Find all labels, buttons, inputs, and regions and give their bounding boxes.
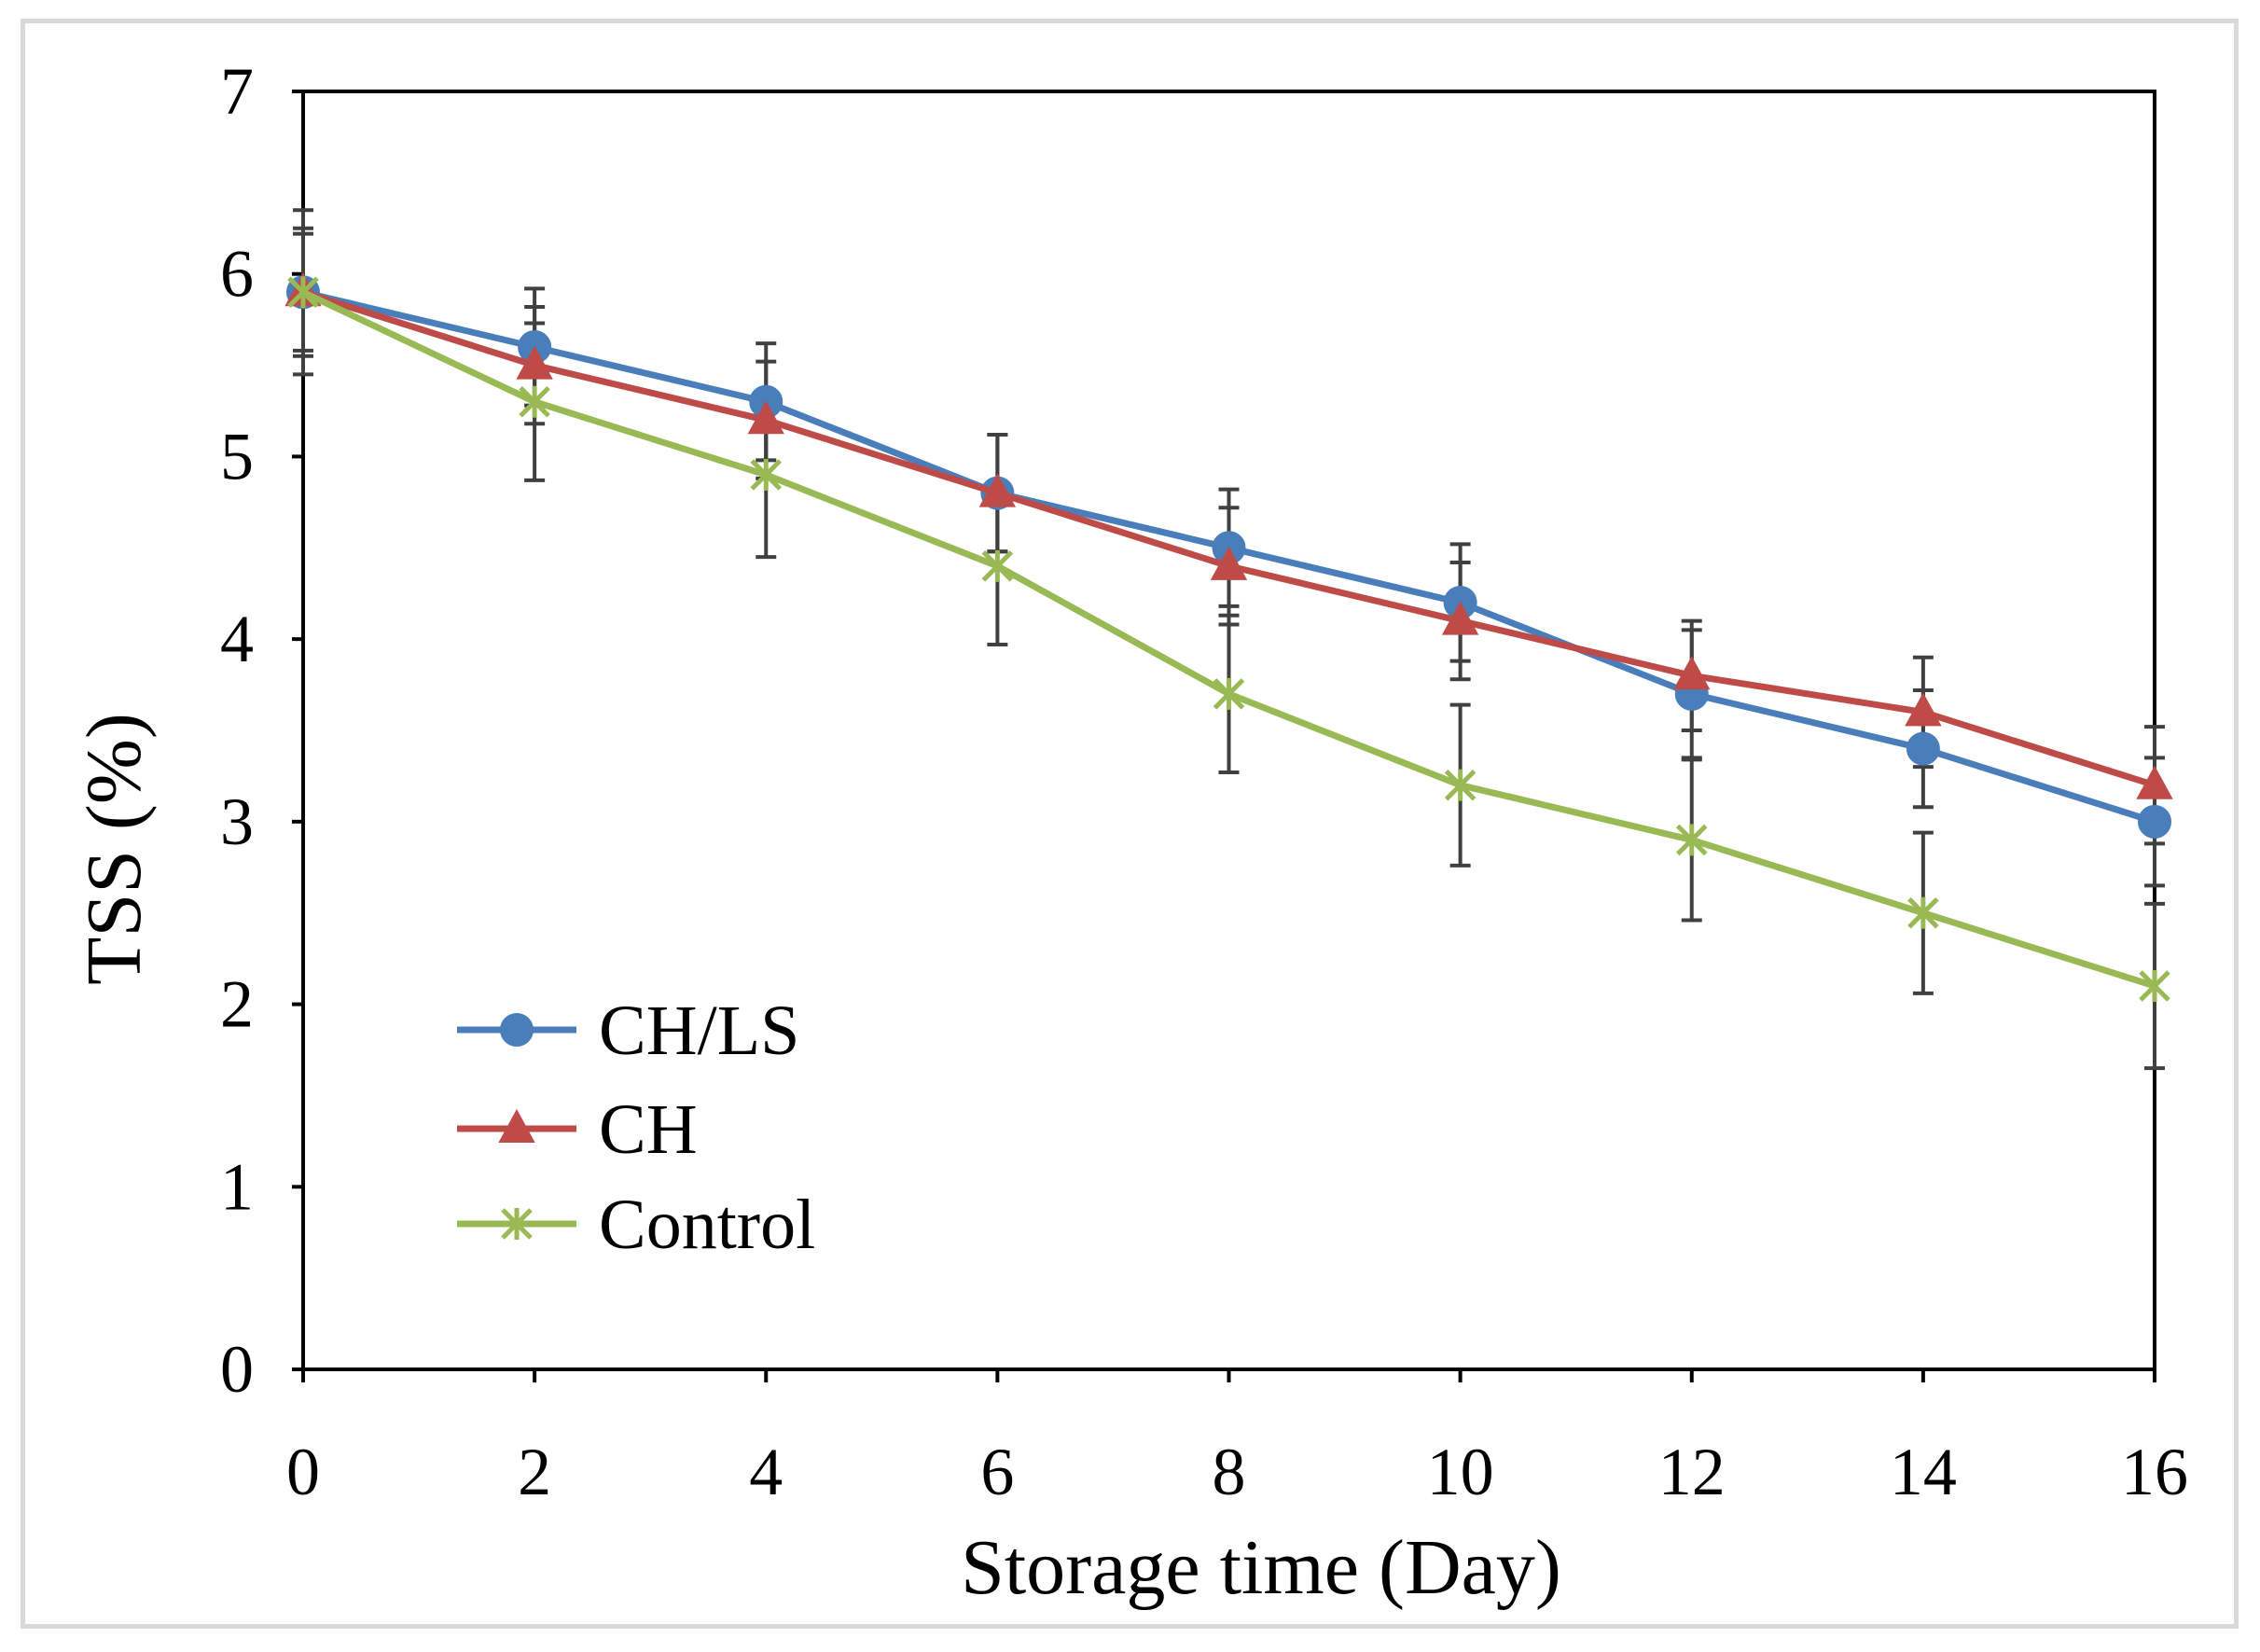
figure-frame	[21, 19, 2239, 1629]
x-tick-label: 4	[749, 1435, 783, 1509]
y-tick-label: 4	[220, 602, 254, 676]
x-tick-label: 8	[1213, 1435, 1246, 1509]
data-point-control	[1907, 896, 1939, 929]
data-point-control	[287, 276, 319, 309]
legend-marker-ch-ls	[500, 1013, 534, 1047]
x-tick-label: 14	[1890, 1435, 1957, 1509]
legend-marker-control	[501, 1208, 533, 1240]
data-point-ch	[978, 473, 1017, 507]
legend-label-ch: CH	[599, 1090, 698, 1169]
data-point-control	[750, 459, 783, 491]
data-point-ch	[747, 400, 784, 435]
x-tick-label: 0	[286, 1435, 320, 1509]
y-tick-label: 2	[220, 967, 254, 1042]
y-tick-label: 7	[220, 54, 254, 129]
series-layer	[284, 272, 2173, 1002]
data-point-ch	[1673, 656, 1711, 690]
y-tick-label: 3	[220, 784, 254, 859]
x-tick-label: 16	[2121, 1435, 2188, 1509]
legend-marker-ch	[498, 1108, 535, 1143]
data-point-ch	[516, 345, 553, 380]
y-axis-tick-labels: 0 1 2 3 4 5 6 7	[220, 54, 254, 1407]
error-bars	[293, 208, 2165, 1071]
legend-label-control: Control	[599, 1186, 815, 1264]
x-tick-label: 6	[980, 1435, 1014, 1509]
data-point-control	[519, 385, 550, 418]
y-axis-title: TSS (%)	[71, 713, 158, 985]
x-tick-label: 2	[518, 1435, 551, 1509]
data-point-control	[981, 549, 1014, 582]
data-point-ch	[1210, 546, 1248, 580]
data-point-ch	[1905, 692, 1942, 727]
x-axis-title: Storage time (Day)	[961, 1524, 1561, 1611]
y-tick-label: 1	[220, 1149, 254, 1224]
x-axis-tick-labels: 0 2 4 6 8 10 12 14 16	[286, 1435, 2188, 1509]
data-point-control	[1675, 824, 1708, 856]
y-tick-label: 6	[220, 237, 254, 312]
data-point-ch	[2136, 765, 2173, 799]
data-point-control	[2139, 970, 2170, 1002]
data-point-control	[1444, 769, 1477, 801]
x-tick-label: 12	[1658, 1435, 1726, 1509]
y-tick-label: 0	[220, 1332, 254, 1407]
data-point-ch	[1441, 601, 1479, 635]
legend: CH/LS CH Control	[457, 992, 815, 1264]
data-point-ch-ls	[2138, 804, 2171, 839]
data-point-control	[1213, 677, 1245, 710]
x-tick-label: 10	[1427, 1435, 1494, 1509]
y-tick-label: 5	[220, 419, 254, 493]
legend-label-ch-ls: CH/LS	[599, 992, 799, 1070]
data-point-ch-ls	[1906, 731, 1940, 766]
